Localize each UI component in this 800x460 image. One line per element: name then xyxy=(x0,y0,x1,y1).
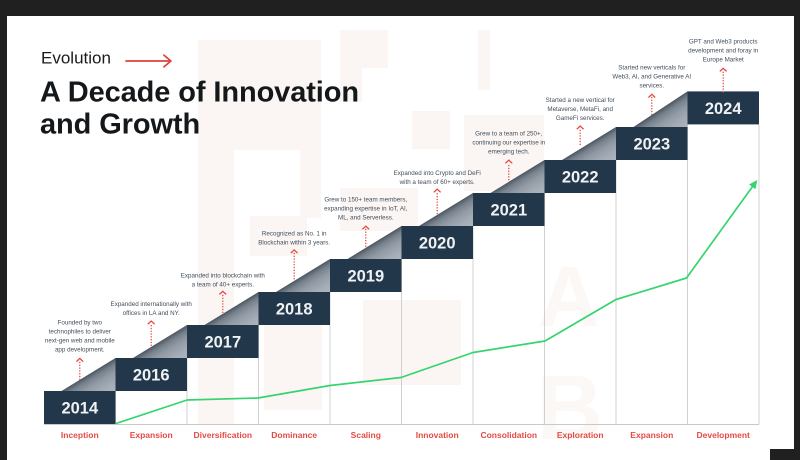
svg-text:2020: 2020 xyxy=(419,235,456,253)
svg-text:Diversification: Diversification xyxy=(194,430,253,440)
svg-text:2017: 2017 xyxy=(204,334,241,352)
svg-text:Expanded into blockchain with: Expanded into blockchain with xyxy=(181,272,266,279)
svg-text:and Growth: and Growth xyxy=(40,109,200,141)
svg-text:2019: 2019 xyxy=(347,268,384,286)
svg-text:Development: Development xyxy=(697,430,751,440)
svg-text:2021: 2021 xyxy=(490,202,527,220)
svg-text:GPT and Web3 products: GPT and Web3 products xyxy=(689,39,758,46)
svg-text:Web3, AI, and Generative AI: Web3, AI, and Generative AI xyxy=(612,74,691,81)
svg-text:technophiles to deliver: technophiles to deliver xyxy=(49,328,111,335)
svg-text:with a team of 60+ experts.: with a team of 60+ experts. xyxy=(399,179,475,186)
svg-text:Expanded internationally with: Expanded internationally with xyxy=(111,301,193,308)
svg-text:A Decade of Innovation: A Decade of Innovation xyxy=(40,77,359,109)
svg-text:GameFi services.: GameFi services. xyxy=(556,115,605,122)
svg-text:Metaverse, MetaFi, and: Metaverse, MetaFi, and xyxy=(547,106,613,113)
svg-text:Blockchain within 3 years.: Blockchain within 3 years. xyxy=(258,239,330,246)
svg-text:emerging tech.: emerging tech. xyxy=(488,149,530,156)
svg-text:Evolution: Evolution xyxy=(41,49,111,68)
svg-text:2023: 2023 xyxy=(633,136,670,154)
svg-text:Started a new vertical for: Started a new vertical for xyxy=(546,97,615,104)
svg-text:A: A xyxy=(538,250,599,345)
svg-text:2014: 2014 xyxy=(61,400,99,418)
svg-text:ML, and Serverless.: ML, and Serverless. xyxy=(338,215,394,222)
svg-text:app development.: app development. xyxy=(55,346,105,353)
svg-text:continuing our expertise in: continuing our expertise in xyxy=(472,140,545,147)
svg-text:Europe Market: Europe Market xyxy=(703,57,744,64)
svg-text:Expansion: Expansion xyxy=(130,430,173,440)
svg-text:Started new verticals for: Started new verticals for xyxy=(618,65,685,72)
svg-text:Inception: Inception xyxy=(61,430,99,440)
svg-text:Scaling: Scaling xyxy=(351,430,381,440)
svg-text:2024: 2024 xyxy=(705,100,743,118)
svg-text:Recognized as No. 1 in: Recognized as No. 1 in xyxy=(262,230,327,237)
svg-text:Grew to 150+ team members,: Grew to 150+ team members, xyxy=(324,197,407,204)
svg-text:a team of 40+ experts.: a team of 40+ experts. xyxy=(192,281,255,288)
svg-text:2016: 2016 xyxy=(133,367,170,385)
svg-text:offices in LA and NY.: offices in LA and NY. xyxy=(123,310,180,317)
svg-text:Grew to a team of 250+,: Grew to a team of 250+, xyxy=(475,131,542,138)
svg-text:Exploration: Exploration xyxy=(557,430,604,440)
svg-text:expanding expertise in IoT, AI: expanding expertise in IoT, AI, xyxy=(324,206,408,213)
svg-text:Dominance: Dominance xyxy=(271,430,317,440)
svg-text:services.: services. xyxy=(639,83,664,90)
svg-text:B: B xyxy=(537,357,603,459)
svg-text:Innovation: Innovation xyxy=(416,430,459,440)
svg-text:2022: 2022 xyxy=(562,169,599,187)
svg-text:Founded by two: Founded by two xyxy=(58,319,103,326)
svg-text:2018: 2018 xyxy=(276,301,313,319)
svg-text:next-gen web and mobile: next-gen web and mobile xyxy=(45,337,115,344)
svg-text:Expanded into Crypto and DeFi: Expanded into Crypto and DeFi xyxy=(394,170,481,177)
svg-text:Expansion: Expansion xyxy=(630,430,673,440)
svg-text:Consolidation: Consolidation xyxy=(480,430,537,440)
svg-text:development and foray in: development and foray in xyxy=(688,48,759,55)
